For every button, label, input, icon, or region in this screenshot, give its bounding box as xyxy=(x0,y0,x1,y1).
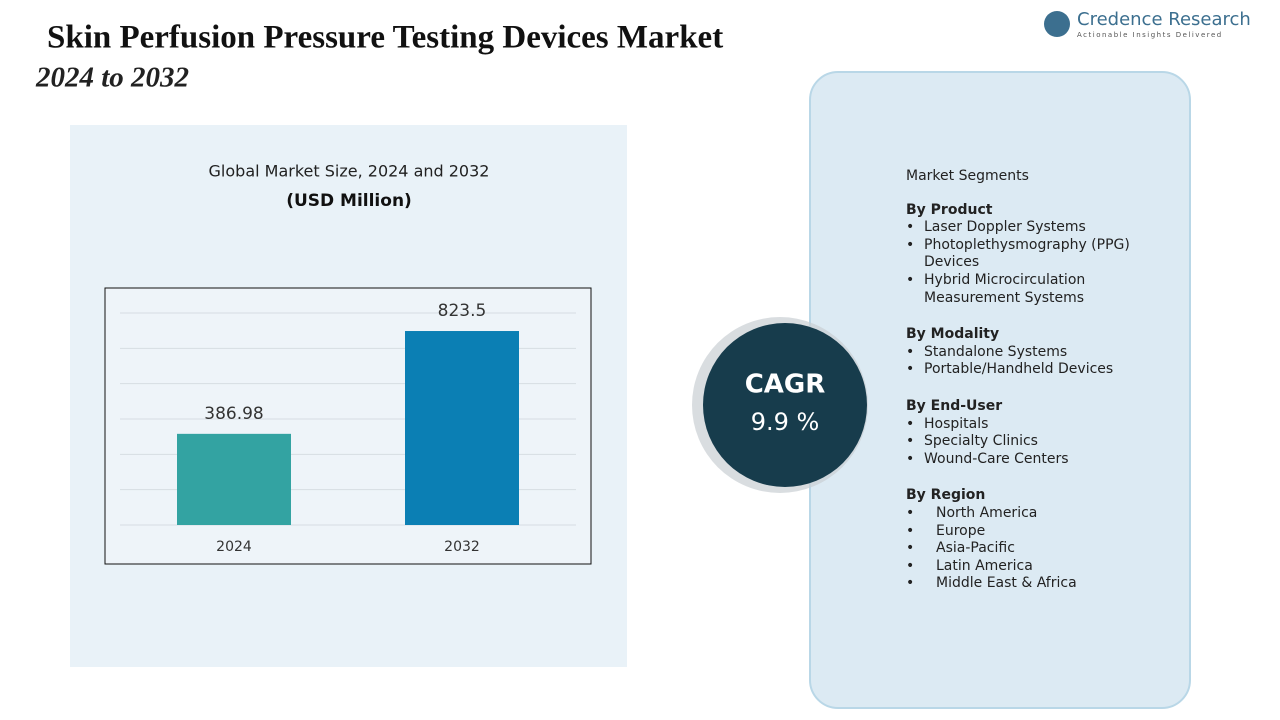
cagr-circle xyxy=(703,323,867,487)
segment-item: Portable/Handheld Devices xyxy=(906,361,1156,379)
cagr-label: CAGR xyxy=(745,370,826,400)
title: Skin Perfusion Pressure Testing Devices … xyxy=(47,20,723,56)
segment-list: Standalone SystemsPortable/Handheld Devi… xyxy=(906,344,1156,379)
x-tick-label: 2024 xyxy=(216,539,252,555)
bar xyxy=(405,331,519,525)
segments: Market Segments By ProductLaser Doppler … xyxy=(906,168,1156,612)
segment-item: Standalone Systems xyxy=(906,344,1156,362)
segments-title: Market Segments xyxy=(906,168,1029,184)
logo-name: Credence Research xyxy=(1077,9,1251,30)
value-label: 386.98 xyxy=(204,404,263,424)
segment-item: Wound-Care Centers xyxy=(906,451,1156,469)
segment-group: By ModalityStandalone SystemsPortable/Ha… xyxy=(906,326,1156,379)
segment-item: Photoplethysmography (PPG) Devices xyxy=(906,237,1156,272)
segment-item: Europe xyxy=(906,523,1156,541)
cagr-value: 9.9 % xyxy=(751,408,820,436)
x-tick-label: 2032 xyxy=(444,539,480,555)
segment-group: By ProductLaser Doppler SystemsPhotoplet… xyxy=(906,202,1156,308)
segment-group: By End-User HospitalsSpecialty ClinicsWou… xyxy=(906,398,1156,468)
segment-item: Middle East & Africa xyxy=(906,575,1156,593)
plot: 2024 386.98 2032 823.5 xyxy=(120,301,576,555)
segment-list: HospitalsSpecialty ClinicsWound-Care Cen… xyxy=(906,416,1156,469)
segment-item: Specialty Clinics xyxy=(906,433,1156,451)
segment-item: Hospitals xyxy=(906,416,1156,434)
segment-heading: By End-User xyxy=(906,397,1003,414)
segment-heading: By Region xyxy=(906,487,986,504)
logo-icon xyxy=(1044,11,1070,37)
subtitle: 2024 to 2032 xyxy=(35,62,189,94)
segment-heading: By Product xyxy=(906,201,993,218)
segment-list: North AmericaEuropeAsia-PacificLatin Ame… xyxy=(906,505,1156,593)
segment-item: Asia-Pacific xyxy=(906,540,1156,558)
segment-heading: By Modality xyxy=(906,326,1000,343)
segment-item: Hybrid Microcirculation Measurement Syst… xyxy=(906,272,1156,307)
segment-item: Latin America xyxy=(906,558,1156,576)
chart-subtitle: (USD Million) xyxy=(286,191,412,211)
bar xyxy=(177,433,291,525)
chart-title: Global Market Size, 2024 and 2032 xyxy=(209,162,490,181)
segment-group: By RegionNorth AmericaEuropeAsia-Pacific… xyxy=(906,487,1156,593)
segment-item: Laser Doppler Systems xyxy=(906,219,1156,237)
segment-list: Laser Doppler SystemsPhotoplethysmograph… xyxy=(906,219,1156,307)
segment-item: North America xyxy=(906,505,1156,523)
value-label: 823.5 xyxy=(438,301,487,321)
logo-tagline: Actionable Insights Delivered xyxy=(1077,31,1223,39)
